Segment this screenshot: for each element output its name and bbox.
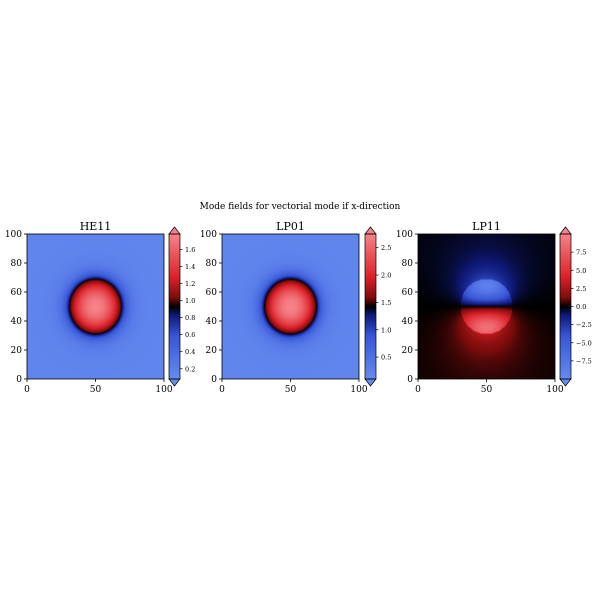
colorbar-extend-max: [364, 226, 377, 235]
colorbar-tick-label: −5.0: [576, 339, 592, 347]
plot-title: LP11: [472, 220, 501, 233]
y-tick-label: 80: [402, 259, 414, 269]
y-tick-label: 60: [11, 288, 23, 298]
colorbar-tick-label: 0.6: [185, 331, 195, 339]
y-tick-label: 20: [206, 346, 218, 356]
y-tick-label: 40: [206, 317, 218, 327]
y-tick-label: 80: [206, 259, 218, 269]
colorbar-frame: [364, 233, 377, 380]
heatmap-image: [418, 234, 555, 379]
colorbar-tick-label: −7.5: [576, 357, 592, 365]
colorbar-gradient: [560, 234, 571, 379]
x-tick-label: 0: [415, 385, 421, 395]
colorbar-extend-max: [559, 226, 572, 235]
colorbar-tick-label: 2.5: [576, 285, 586, 293]
colorbar-tick-label: 5.0: [576, 267, 586, 275]
colorbar-tick-label: 1.0: [185, 297, 195, 305]
y-tick-label: 0: [211, 375, 217, 385]
colorbar: 0.2 0.4 0.6 0.8 1.0 1.2 1.4 1.6: [168, 226, 195, 387]
colorbar-tick-label: −2.5: [576, 321, 592, 329]
x-tick-label: 50: [285, 385, 297, 395]
x-tick-label: 0: [219, 385, 225, 395]
colorbar-tick-label: 2.5: [381, 244, 391, 252]
colorbar-tick-label: 7.5: [576, 249, 586, 257]
plot-title: LP01: [276, 220, 305, 233]
y-tick-label: 100: [396, 230, 413, 240]
heatmap-image: [27, 234, 164, 379]
plot-lp01: LP01 0 50 100 0 20 40 60 80 100 0.5 1.0 1.5 2.0 2.5: [200, 220, 392, 395]
colorbar-tick-label: 0.5: [381, 354, 391, 362]
y-tick-label: 100: [5, 230, 22, 240]
y-tick-label: 0: [407, 375, 413, 385]
x-tick-label: 100: [350, 385, 367, 395]
x-tick-label: 100: [546, 385, 563, 395]
colorbar-gradient: [169, 234, 180, 379]
colorbar-tick-label: 1.0: [381, 326, 391, 334]
x-tick-label: 0: [24, 385, 30, 395]
y-tick-label: 100: [200, 230, 217, 240]
colorbar-tick-label: 1.2: [185, 280, 195, 288]
colorbar-frame: [168, 233, 181, 380]
y-tick-label: 0: [16, 375, 22, 385]
x-tick-label: 100: [155, 385, 172, 395]
y-tick-label: 80: [11, 259, 23, 269]
colorbar-gradient: [365, 234, 376, 379]
y-tick-label: 20: [402, 346, 414, 356]
plot-lp11: LP11 0 50 100 0 20 40 60 80 100 7.5 5.0 2.5 0.0 −2.5 −5…: [396, 220, 592, 395]
x-tick-label: 50: [481, 385, 493, 395]
colorbar: 7.5 5.0 2.5 0.0 −2.5 −5.0 −7.5: [559, 226, 592, 387]
colorbar-tick-label: 1.6: [185, 246, 195, 254]
colorbar-tick-label: 1.4: [185, 263, 195, 271]
x-tick-label: 50: [90, 385, 102, 395]
colorbar-tick-label: 0.0: [576, 303, 586, 311]
y-tick-label: 20: [11, 346, 23, 356]
plot-he11: HE11 0 50 100 0 20 40 60 80 100 0.2 0.4 0.6 0.8 1.0 1.2…: [5, 220, 196, 395]
colorbar-tick-label: 0.8: [185, 314, 195, 322]
y-tick-label: 40: [402, 317, 414, 327]
colorbar-tick-label: 1.5: [381, 299, 391, 307]
colorbar: 0.5 1.0 1.5 2.0 2.5: [364, 226, 391, 387]
colorbar-tick-label: 2.0: [381, 272, 391, 280]
y-tick-label: 60: [402, 288, 414, 298]
plot-title: HE11: [80, 220, 112, 233]
colorbar-tick-label: 0.2: [185, 365, 195, 373]
y-tick-label: 40: [11, 317, 23, 327]
y-tick-label: 60: [206, 288, 218, 298]
figure-title: Mode fields for vectorial mode if x-dire…: [199, 202, 401, 212]
colorbar-tick-label: 0.4: [185, 348, 195, 356]
heatmap-image: [222, 234, 359, 379]
colorbar-extend-max: [168, 226, 181, 235]
